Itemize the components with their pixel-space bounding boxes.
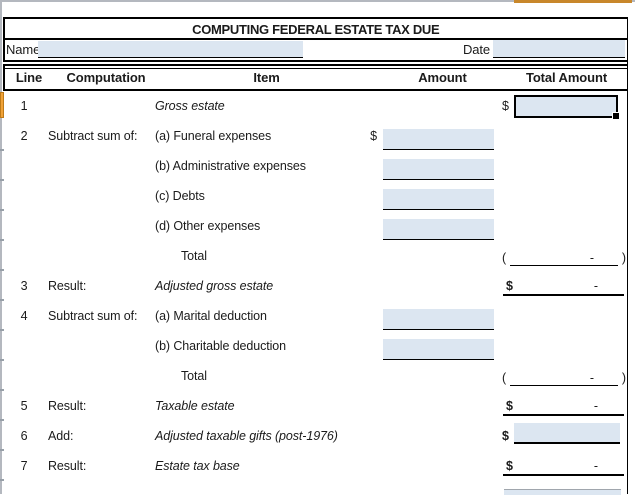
row-gridline-ticks [0,149,4,483]
currency-symbol: $ [506,459,513,473]
item-label: (a) Funeral expenses [155,129,272,143]
form-rows: 1 Gross estate $ 2 Subtract sum of: (a) … [0,91,635,481]
line-number: 5 [20,399,28,413]
table-row-total-deductions-1: Total ( - ) [0,241,635,271]
item-label: Gross estate [155,99,225,113]
total-amount-result-value: $ - [503,399,624,416]
line-number: 6 [20,429,28,443]
sheet-top-edge [0,0,635,2]
total-underline-value: - [510,371,618,386]
item-label: (b) Charitable deduction [155,339,287,353]
page-title: COMPUTING FEDERAL ESTATE TAX DUE [192,22,440,37]
column-header-total-amount: Total Amount [525,70,608,85]
total-amount-paren-value: ( - ) [502,371,626,386]
currency-symbol: $ [506,399,513,413]
computation-label: Result: [48,279,87,293]
computation-label: Result: [48,399,87,413]
total-amount-result-value: $ - [503,279,624,296]
item-label: (a) Marital deduction [155,309,267,323]
item-label: Adjusted taxable gifts (post-1976) [155,429,338,443]
form-header-box: COMPUTING FEDERAL ESTATE TAX DUE Name Da… [3,17,627,62]
table-row-funeral-expenses: 2 Subtract sum of: (a) Funeral expenses … [0,121,635,151]
item-label: Adjusted gross estate [155,279,274,293]
marital-deduction-input[interactable] [383,309,494,330]
date-input[interactable] [493,40,625,58]
column-header-row: Line Computation Item Amount Total Amoun… [3,64,627,91]
table-row-charitable-deduction: (b) Charitable deduction [0,331,635,361]
zero-dash: - [593,399,598,413]
date-label: Date [463,42,491,57]
total-label: Total [181,369,207,383]
total-underline-value: - [510,251,618,266]
currency-symbol: $ [370,129,377,143]
computation-label: Add: [48,429,74,443]
charitable-deduction-input[interactable] [383,339,494,360]
table-row-debts: (c) Debts [0,181,635,211]
table-row-adjusted-taxable-gifts: 6 Add: Adjusted taxable gifts (post-1976… [0,421,635,451]
currency-symbol: $ [502,99,509,113]
line-number: 4 [20,309,28,323]
item-label: Taxable estate [155,399,235,413]
form-title-row: COMPUTING FEDERAL ESTATE TAX DUE [5,19,627,40]
computation-label: Subtract sum of: [48,309,138,323]
adjusted-taxable-gifts-input[interactable] [514,423,620,444]
name-label: Name [6,42,41,57]
table-row-taxable-estate: 5 Result: Taxable estate $ - [0,391,635,421]
computation-label: Result: [48,459,87,473]
zero-dash: - [593,279,598,293]
item-label: (b) Administrative expenses [155,159,306,173]
column-header-item: Item [253,70,280,85]
administrative-expenses-input[interactable] [383,159,494,180]
line-number: 3 [20,279,28,293]
next-row-input-partial[interactable] [504,489,621,495]
fill-handle[interactable] [612,112,620,120]
line-number: 2 [20,129,28,143]
debts-input[interactable] [383,189,494,210]
table-row-administrative-expenses: (b) Administrative expenses [0,151,635,181]
paren-open: ( [502,371,507,385]
computation-label: Subtract sum of: [48,129,138,143]
name-date-row: Name Date [5,40,627,60]
currency-symbol: $ [502,429,509,443]
selected-column-indicator [514,0,632,3]
line-number: 1 [20,99,28,113]
item-label: (d) Other expenses [155,219,261,233]
table-row-gross-estate: 1 Gross estate $ [0,91,635,121]
name-input[interactable] [38,41,303,58]
other-expenses-input[interactable] [383,219,494,240]
selected-cell-gross-estate-input[interactable] [514,95,620,120]
item-label: Estate tax base [155,459,240,473]
total-amount-result-value: $ - [503,459,624,476]
total-label: Total [181,249,207,263]
table-row-other-expenses: (d) Other expenses [0,211,635,241]
column-header-amount: Amount [418,70,467,85]
column-header-computation: Computation [66,70,146,85]
currency-symbol: $ [506,279,513,293]
table-row-adjusted-gross-estate: 3 Result: Adjusted gross estate $ - [0,271,635,301]
header-double-border [5,67,627,69]
selected-row-indicator [0,92,4,118]
table-row-estate-tax-base: 7 Result: Estate tax base $ - [0,451,635,481]
column-header-line: Line [15,70,43,85]
funeral-expenses-input[interactable] [383,129,494,150]
table-row-total-deductions-2: Total ( - ) [0,361,635,391]
total-amount-paren-value: ( - ) [502,251,626,266]
table-row-marital-deduction: 4 Subtract sum of: (a) Marital deduction [0,301,635,331]
paren-open: ( [502,251,507,265]
item-label: (c) Debts [155,189,205,203]
form-right-border [626,17,628,494]
zero-dash: - [593,459,598,473]
paren-close: ) [621,371,626,385]
line-number: 7 [20,459,28,473]
paren-close: ) [621,251,626,265]
